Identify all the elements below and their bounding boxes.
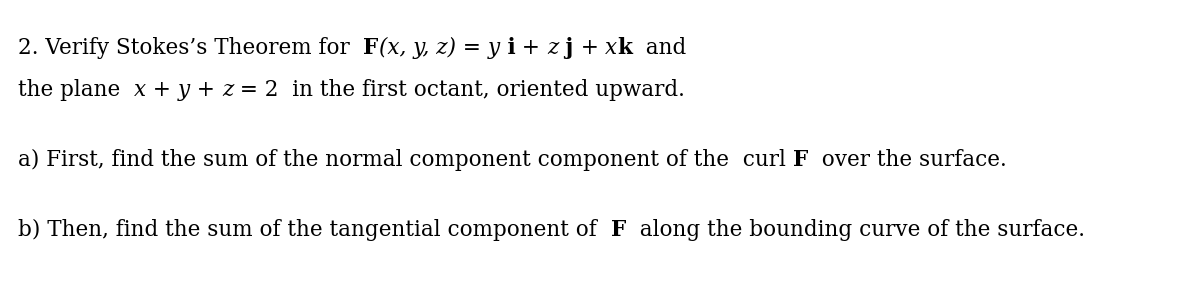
Text: the plane: the plane — [18, 79, 134, 101]
Text: over the surface.: over the surface. — [808, 149, 1007, 171]
Text: z: z — [222, 79, 233, 101]
Text: x: x — [134, 79, 146, 101]
Text: +: + — [190, 79, 222, 101]
Text: z: z — [547, 37, 558, 59]
Text: =: = — [456, 37, 487, 59]
Text: F: F — [611, 219, 625, 241]
Text: y: y — [487, 37, 499, 59]
Text: +: + — [574, 37, 605, 59]
Text: +: + — [146, 79, 178, 101]
Text: = 2  in the first octant, oriented upward.: = 2 in the first octant, oriented upward… — [233, 79, 685, 101]
Text: j: j — [558, 37, 574, 59]
Text: 2. Verify Stokes’s Theorem for: 2. Verify Stokes’s Theorem for — [18, 37, 364, 59]
Text: a) First, find the sum of the normal component component of the  curl: a) First, find the sum of the normal com… — [18, 149, 793, 171]
Text: k: k — [618, 37, 632, 59]
Text: along the bounding curve of the surface.: along the bounding curve of the surface. — [625, 219, 1085, 241]
Text: (x, y, z): (x, y, z) — [379, 37, 456, 59]
Text: y: y — [178, 79, 190, 101]
Text: b) Then, find the sum of the tangential component of: b) Then, find the sum of the tangential … — [18, 219, 611, 241]
Text: and: and — [632, 37, 686, 59]
Text: F: F — [793, 149, 808, 171]
Text: i: i — [499, 37, 515, 59]
Text: F: F — [364, 37, 379, 59]
Text: x: x — [605, 37, 618, 59]
Text: +: + — [515, 37, 547, 59]
